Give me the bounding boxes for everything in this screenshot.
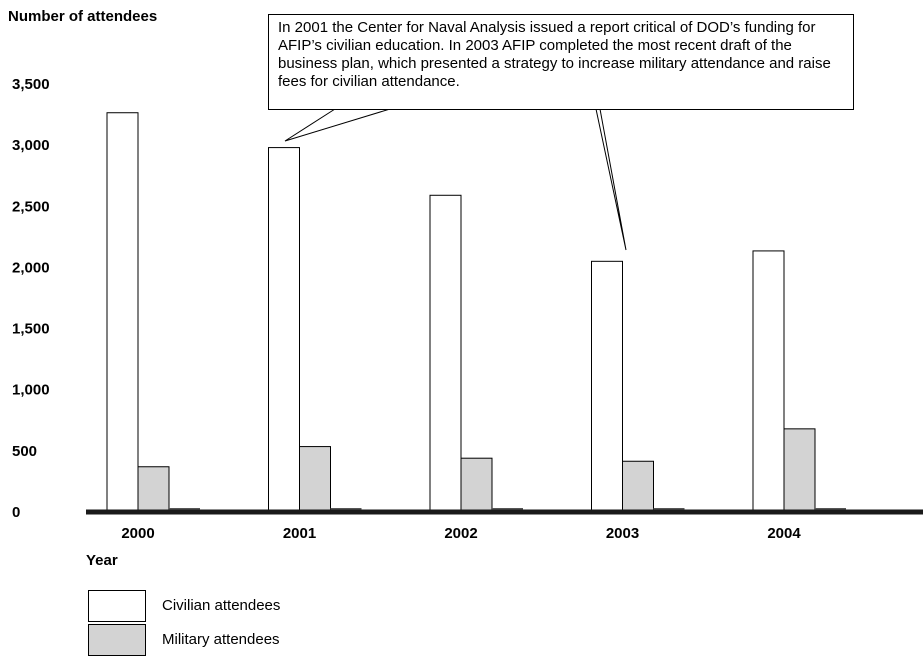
- y-tick-label: 3,000: [12, 137, 50, 154]
- x-axis-ticks: 2000 2001 2002 2003 2004: [121, 525, 801, 542]
- x-tick-label-2000: 2000: [121, 525, 154, 542]
- legend-swatch-military: [88, 624, 146, 656]
- x-tick-label-2003: 2003: [606, 525, 639, 542]
- bar-military-2000: [137, 466, 170, 513]
- bar-civilian-2001: [268, 147, 300, 513]
- legend-label-military: Military attendees: [162, 631, 280, 648]
- x-tick-label-2002: 2002: [444, 525, 477, 542]
- bars: [106, 112, 846, 513]
- x-tick-label-2001: 2001: [283, 525, 316, 542]
- bar-military-2004: [783, 428, 816, 513]
- y-tick-label: 1,000: [12, 382, 50, 399]
- bar-civilian-2000: [106, 112, 139, 513]
- bar-military-2003: [622, 460, 654, 513]
- bar-military-2001: [299, 446, 331, 513]
- y-tick-label: 1,500: [12, 321, 50, 338]
- y-tick-label: 2,000: [12, 259, 50, 276]
- legend-swatch-civilian: [88, 590, 146, 622]
- callout-pointer-2001: [284, 108, 391, 142]
- y-tick-label: 2,500: [12, 198, 50, 215]
- x-axis-title: Year: [86, 552, 118, 569]
- callout-pointer-2003: [595, 108, 627, 251]
- y-tick-label: 500: [12, 443, 37, 460]
- y-axis-ticks: 0 500 1,000 1,500 2,000 2,500 3,000 3,500: [12, 76, 50, 521]
- y-tick-label: 0: [12, 504, 20, 521]
- bar-military-2002: [460, 457, 493, 513]
- legend-label-civilian: Civilian attendees: [162, 597, 281, 614]
- x-tick-label-2004: 2004: [767, 525, 801, 542]
- bar-civilian-2003: [591, 260, 623, 513]
- bar-civilian-2002: [429, 194, 462, 513]
- y-tick-label: 3,500: [12, 76, 50, 93]
- y-axis-title: Number of attendees: [8, 8, 158, 25]
- annotation-callout: In 2001 the Center for Naval Analysis is…: [268, 14, 854, 110]
- bar-civilian-2004: [752, 250, 785, 513]
